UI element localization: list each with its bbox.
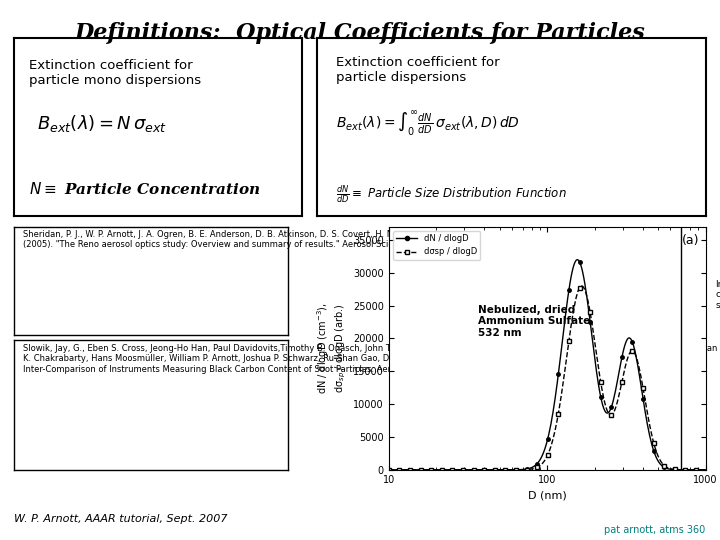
Text: pat arnott, atms 360: pat arnott, atms 360	[604, 524, 706, 535]
Text: Extinction coefficient for
particle mono dispersions: Extinction coefficient for particle mono…	[29, 59, 201, 87]
Text: (a): (a)	[682, 234, 699, 247]
Text: Nebulized, dried
Ammonium Sulfate
532 nm: Nebulized, dried Ammonium Sulfate 532 nm	[477, 305, 590, 338]
Text: W. P. Arnott, AAAR tutorial, Sept. 2007: W. P. Arnott, AAAR tutorial, Sept. 2007	[14, 514, 228, 524]
X-axis label: D (nm): D (nm)	[528, 490, 567, 500]
Text: $B_{ext}(\lambda) = \int_0^{\infty} \frac{dN}{dD}\,\sigma_{ext}(\lambda, D)\,dD$: $B_{ext}(\lambda) = \int_0^{\infty} \fra…	[336, 109, 520, 138]
Text: $\frac{dN}{dD} \equiv$ Particle Size Distribution Function: $\frac{dN}{dD} \equiv$ Particle Size Dis…	[336, 184, 567, 205]
Text: $N \equiv$ Particle Concentration: $N \equiv$ Particle Concentration	[29, 181, 260, 197]
Text: Impactor
cutoff
size: Impactor cutoff size	[715, 280, 720, 310]
Legend: dN / dlogD, dσsp / dlogD: dN / dlogD, dσsp / dlogD	[393, 231, 480, 260]
Text: Slowik, Jay, G., Eben S. Cross, Jeong-Ho Han, Paul Davidovits,Timothy B. Onasch,: Slowik, Jay, G., Eben S. Cross, Jeong-Ho…	[22, 344, 717, 374]
Text: $B_{ext}(\lambda) = N\,\sigma_{ext}$: $B_{ext}(\lambda) = N\,\sigma_{ext}$	[37, 113, 168, 134]
Text: Definitions:  Optical Coefficients for Particles: Definitions: Optical Coefficients for Pa…	[75, 22, 645, 44]
Y-axis label: dN / dlogD (cm$^{-3}$),
dσ$_{sp}$ / dlogD (arb.): dN / dlogD (cm$^{-3}$), dσ$_{sp}$ / dlog…	[315, 302, 348, 394]
Text: Extinction coefficient for
particle dispersions: Extinction coefficient for particle disp…	[336, 56, 500, 84]
Text: Sheridan, P. J., W. P. Arnott, J. A. Ogren, B. E. Anderson, D. B. Atkinson, D. S: Sheridan, P. J., W. P. Arnott, J. A. Ogr…	[22, 230, 696, 249]
